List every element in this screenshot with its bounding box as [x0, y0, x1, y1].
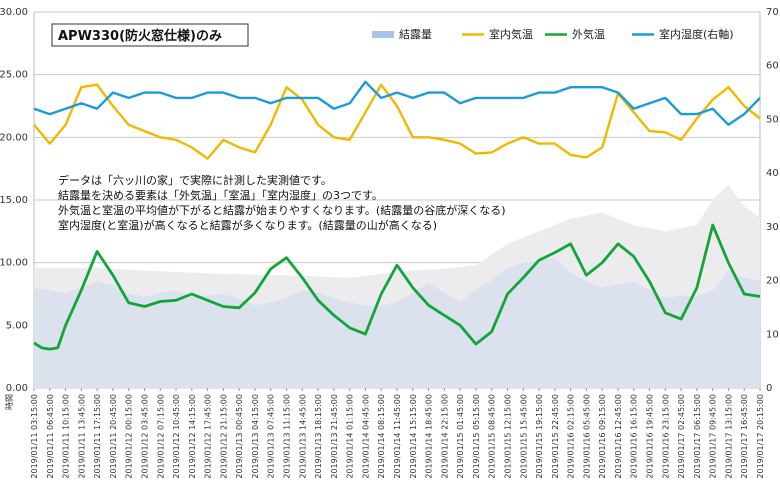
annotation-line: データは「六ッ川の家」で実際に計測した実測値です。: [58, 173, 332, 187]
indoor-humidity-line: [33, 80, 761, 126]
x-tick-label: 2019/01/12 00:15:00: [125, 394, 134, 479]
y-left-tick-label: 20.00: [0, 132, 28, 143]
x-tick-label: 2019/01/17 09:45:00: [709, 394, 718, 479]
y-right-tick-label: 30: [766, 222, 779, 233]
legend: 結露量 室内気温 外気温 室内湿度(右軸): [372, 27, 734, 41]
x-tick-label: 2019/01/16 05:45:00: [582, 394, 591, 479]
x-tick-label: 2019/01/14 01:15:00: [346, 394, 355, 479]
condensation-areas: [34, 185, 760, 388]
x-tick-label: 2019/01/13 21:45:00: [330, 394, 339, 479]
x-tick-label: 2019/01/12 07:15:00: [156, 394, 165, 479]
y-right-tick-label: 10: [766, 329, 779, 340]
x-tick-label: 2019/01/14 11:45:00: [393, 394, 402, 479]
x-tick-label: 2019/01/15 22:45:00: [551, 394, 560, 479]
x-tick-label: 2019/01/14 15:15:00: [409, 394, 418, 479]
x-tick-label: 2019/01/15 01:45:00: [456, 394, 465, 479]
x-tick-label: 2019/01/17 20:15:00: [756, 394, 765, 479]
annotation-line: 外気温と室温の平均値が下がると結露が始まりやすくなります。(結露量の谷底が深くな…: [58, 203, 505, 217]
x-tick-label: 2019/01/15 19:15:00: [535, 394, 544, 479]
annotation-line: 結露量を決める要素は「外気温」「室温」「室内湿度」の3つです。: [58, 188, 383, 202]
x-tick-label: 2019/01/15 05:15:00: [472, 394, 481, 479]
x-tick-label: 2019/01/12 03:45:00: [141, 394, 150, 479]
x-tick-label: 2019/01/13 14:45:00: [298, 394, 307, 479]
y-right-tick-label: 0: [766, 383, 772, 394]
y-right-tick-label: 70: [766, 7, 779, 18]
x-tick-label: 2019/01/11 17:15:00: [93, 394, 102, 479]
x-tick-label: 2019/01/14 22:15:00: [440, 394, 449, 479]
y-right-tick-label: 20: [766, 276, 779, 287]
x-tick-label: 2019/01/16 09:15:00: [598, 394, 607, 479]
x-tick-label: 2019/01/11 13:45:00: [77, 394, 86, 479]
y-right-tick-label: 60: [766, 61, 779, 72]
legend-label: 結露量: [399, 27, 432, 41]
y-right-tick-label: 40: [766, 168, 779, 179]
x-tick-label: 2019/01/16 12:45:00: [614, 394, 623, 479]
x-tick-label: 2019/01/16 23:15:00: [661, 394, 670, 479]
indoor-temp-line: [33, 83, 761, 160]
annotation-line: 室内湿度(と室温)が高くなると結露が多くなります。(結露量の山が高くなる): [58, 218, 437, 232]
y-right-tick-label: 50: [766, 114, 779, 125]
outdoor-temp-line: [33, 223, 761, 351]
series-lines: [33, 80, 761, 351]
chart-title: APW330(防火窓仕様)のみ: [58, 28, 222, 44]
x-tick-label: 2019/01/14 04:45:00: [361, 394, 370, 479]
x-tick-label: 2019/01/13 18:15:00: [314, 394, 323, 479]
x-tick-label: 2019/01/11 06:45:00: [46, 394, 55, 479]
x-tick-label: 2019/01/16 16:15:00: [630, 394, 639, 479]
y-left-tick-label: 30.00: [0, 7, 28, 18]
x-tick-label: 2019/01/13 07:45:00: [267, 394, 276, 479]
x-axis: 2019/01/11 03:15:00 2019/01/11 06:45:00 20…: [5, 388, 765, 479]
x-tick-label: 2019/01/12 21:15:00: [219, 394, 228, 479]
y-left-tick-label: 10.00: [0, 258, 28, 269]
legend-label: 室内湿度(右軸): [659, 27, 734, 41]
x-tick-label: 2019/01/17 16:45:00: [740, 394, 749, 479]
annotation: データは「六ッ川の家」で実際に計測した実測値です。結露量を決める要素は「外気温」…: [58, 173, 505, 232]
x-tick-label: 2019/01/14 18:45:00: [425, 394, 434, 479]
chart-title-box: APW330(防火窓仕様)のみ: [51, 23, 249, 47]
x-tick-label: 2019/01/11 03:15:00: [30, 394, 39, 479]
x-tick-label: 2019/01/13 04:15:00: [251, 394, 260, 479]
x-axis-label: 時間: [5, 394, 14, 410]
x-tick-label: 2019/01/13 11:15:00: [283, 394, 292, 479]
x-tick-label: 2019/01/14 08:15:00: [377, 394, 386, 479]
y-left-tick-label: 5.00: [6, 320, 28, 331]
x-tick-label: 2019/01/15 15:45:00: [519, 394, 528, 479]
condensation-area: [34, 257, 760, 388]
y-axis-left: 0.00 5.00 10.00 15.00 20.00 25.00 30.00: [0, 7, 28, 394]
x-tick-label: 2019/01/11 20:45:00: [109, 394, 118, 479]
legend-swatch-condensation: [372, 31, 394, 38]
x-tick-label: 2019/01/16 02:15:00: [567, 394, 576, 479]
y-left-tick-label: 25.00: [0, 70, 28, 81]
x-tick-label: 2019/01/16 19:45:00: [646, 394, 655, 479]
x-tick-label: 2019/01/12 14:15:00: [188, 394, 197, 479]
x-tick-label: 2019/01/15 08:45:00: [488, 394, 497, 479]
x-tick-label: 2019/01/12 17:45:00: [204, 394, 213, 479]
x-tick-label: 2019/01/17 06:15:00: [693, 394, 702, 479]
legend-label: 室内気温: [489, 27, 533, 41]
x-tick-label: 2019/01/12 10:45:00: [172, 394, 181, 479]
legend-label: 外気温: [572, 27, 605, 41]
y-left-tick-label: 15.00: [0, 195, 28, 206]
x-tick-label: 2019/01/17 13:15:00: [724, 394, 733, 479]
y-left-tick-label: 0.00: [6, 383, 28, 394]
x-tick-label: 2019/01/15 12:15:00: [504, 394, 513, 479]
x-tick-label: 2019/01/11 10:15:00: [62, 394, 71, 479]
x-tick-label: 2019/01/17 02:45:00: [677, 394, 686, 479]
x-tick-label: 2019/01/13 00:45:00: [235, 394, 244, 479]
y-axis-right: 0 10 20 30 40 50 60 70: [766, 7, 779, 394]
